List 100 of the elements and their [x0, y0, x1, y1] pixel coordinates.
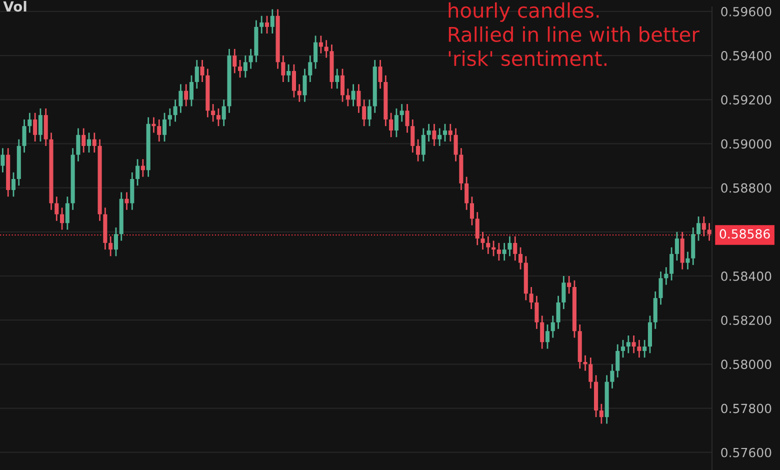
y-tick-label: 0.57800: [721, 404, 772, 414]
candlestick: [534, 295, 539, 330]
candlestick: [297, 84, 302, 103]
candlestick: [626, 334, 630, 354]
candlestick: [616, 344, 620, 378]
candlestick: [136, 158, 140, 186]
candlestick: [394, 108, 398, 138]
candlestick: [86, 132, 92, 154]
candlestick: [658, 270, 663, 306]
candlestick: [620, 339, 626, 358]
candlestick: [286, 64, 291, 83]
candlestick: [496, 242, 501, 262]
candlestick: [432, 123, 436, 147]
candlestick: [686, 251, 690, 270]
candlestick: [28, 112, 32, 134]
candlestick: [38, 108, 42, 142]
candlestick: [184, 84, 188, 107]
candlestick: [173, 98, 178, 122]
candlestick: [108, 236, 113, 257]
candlestick: [426, 123, 431, 142]
candlestick: [124, 192, 129, 211]
candlestick: [248, 48, 253, 70]
candlestick: [351, 84, 356, 107]
candlestick: [674, 231, 679, 262]
candlestick: [448, 123, 452, 142]
candlestick: [238, 59, 242, 78]
candlestick: [243, 54, 248, 78]
y-tick-label: 0.59400: [721, 51, 772, 60]
candlestick: [318, 35, 323, 54]
y-tick-label: 0.57600: [721, 448, 772, 458]
candlestick: [346, 88, 350, 107]
candlestick: [610, 363, 614, 390]
candlestick: [632, 334, 636, 354]
candlestick: [324, 39, 328, 58]
candlestick: [65, 196, 70, 230]
candlestick: [335, 68, 340, 90]
candlestick: [470, 196, 474, 226]
candlestick: [200, 59, 204, 83]
candlestick: [508, 236, 512, 257]
candlestick: [22, 118, 26, 154]
candlestick: [438, 128, 442, 147]
candlestick: [178, 84, 183, 114]
candlestick: [302, 68, 307, 103]
candlestick: [389, 112, 394, 138]
candlestick: [556, 295, 560, 330]
y-tick-label: 0.58200: [721, 316, 772, 326]
candlestick: [356, 84, 361, 114]
candlestick: [378, 59, 382, 90]
candlestick: [216, 108, 220, 127]
ref-line-label: 0.58586: [720, 229, 770, 239]
candlestick: [194, 59, 199, 90]
y-tick-label: 0.58400: [721, 271, 772, 281]
candlestick: [92, 132, 96, 154]
annotation: Vol: [3, 0, 26, 12]
candlestick: [464, 176, 469, 211]
candlestick: [308, 54, 312, 83]
candlestick: [157, 118, 162, 142]
candlestick: [502, 242, 506, 262]
candlestick: [314, 35, 318, 70]
candlestick: [152, 116, 156, 134]
candlestick: [54, 196, 59, 222]
y-tick-label: 0.59000: [721, 139, 772, 149]
candlestick: [211, 103, 216, 122]
candlestick: [702, 216, 706, 238]
candlestick: [405, 103, 410, 134]
candlestick: [232, 48, 237, 74]
candlestick: [340, 68, 345, 103]
candlestick: [281, 54, 286, 83]
candlestick: [707, 222, 712, 242]
candlestick: [400, 103, 404, 122]
candlestick: [114, 226, 118, 257]
candlestick: [454, 128, 458, 162]
candlestick: [33, 112, 38, 142]
candlestick: [189, 74, 194, 107]
candlestick: [599, 403, 604, 424]
candlestick: [486, 236, 490, 255]
candlestick: [421, 128, 426, 162]
candlestick: [550, 314, 555, 338]
candlestick: [642, 339, 647, 358]
candlestick: [696, 216, 701, 242]
candlestick: [260, 15, 264, 34]
candlestick: [140, 158, 145, 178]
candlestick: [410, 118, 415, 154]
y-tick-label: 0.59600: [721, 6, 772, 16]
candlestick: [168, 108, 172, 127]
candlestick: [270, 8, 274, 34]
candlestick: [76, 128, 80, 162]
candlestick: [367, 98, 372, 127]
candlestick: [513, 236, 518, 262]
candlestick: [540, 314, 544, 350]
candlestick: [529, 286, 534, 310]
candlestick: [545, 324, 550, 350]
candlestick: [292, 64, 296, 98]
candlestick: [60, 206, 64, 230]
candlestick: [222, 98, 226, 127]
y-tick-label: 0.59200: [721, 95, 772, 105]
candlestick: [480, 231, 485, 250]
candlestick: [11, 172, 16, 198]
candlestick: [567, 275, 572, 294]
candlestick: [442, 123, 448, 142]
